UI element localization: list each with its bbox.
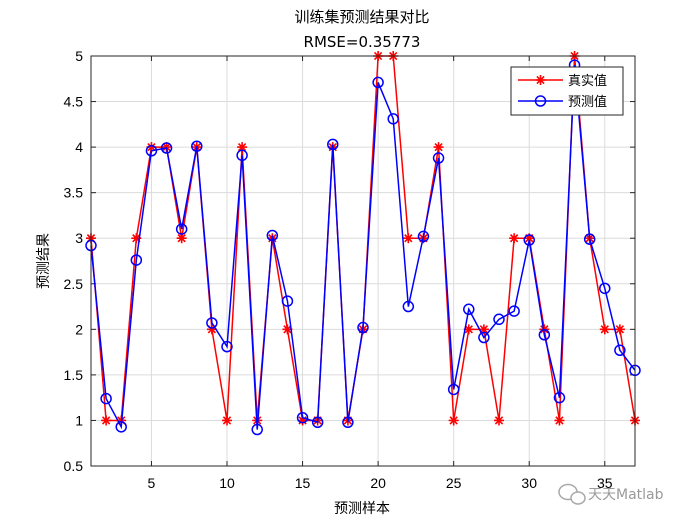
chart-title: 训练集预测结果对比 [294, 8, 429, 26]
asterisk-point [161, 142, 172, 153]
circle-point [206, 317, 218, 329]
asterisk-point [524, 233, 535, 244]
legend-marker [534, 95, 547, 107]
circle-point [281, 295, 294, 307]
x-tick-label: 35 [597, 475, 613, 491]
circle-point [100, 392, 112, 405]
asterisk-point [282, 324, 293, 335]
y-tick-label: 0.5 [64, 458, 84, 474]
y-tick-label: 2.5 [64, 276, 84, 292]
circle-point [614, 344, 626, 357]
legend-marker [535, 75, 546, 85]
circle-point [130, 254, 143, 266]
asterisk-point [448, 415, 459, 426]
wechat-icon [558, 483, 586, 505]
legend-box [510, 66, 624, 116]
asterisk-point [433, 142, 444, 153]
circle-point [175, 223, 188, 235]
asterisk-point [509, 233, 520, 244]
chart-subtitle: RMSE=0.35773 [304, 33, 421, 51]
asterisk-point [297, 415, 308, 426]
circle-point [553, 391, 566, 404]
y-tick-labels: 0.5 1 1.5 2 2.5 3 3.5 4 4.5 5 [64, 48, 84, 474]
asterisk-point [403, 233, 414, 244]
grid-lines [91, 55, 635, 467]
asterisk-point [237, 142, 248, 153]
asterisk-point [146, 142, 157, 153]
y-tick-label: 4 [75, 139, 83, 155]
asterisk-point [554, 415, 565, 426]
asterisk-point [176, 233, 187, 244]
circle-point [115, 421, 127, 433]
asterisk-point [222, 415, 232, 426]
legend-item: 真实值 [518, 73, 607, 89]
legend-label: 真实值 [568, 73, 607, 89]
y-tick-label: 1 [75, 412, 83, 428]
circle-point [160, 142, 173, 154]
circle-point [493, 313, 505, 326]
x-tick-label: 30 [521, 475, 537, 491]
circle-point [599, 282, 611, 295]
asterisk-point [206, 324, 217, 335]
asterisk-point [463, 324, 474, 335]
x-tick-label: 10 [219, 475, 235, 491]
y-tick-label: 3 [75, 230, 83, 246]
circle-point [387, 113, 399, 125]
circle-point [221, 340, 233, 353]
circle-point [372, 76, 384, 89]
y-tick-label: 5 [75, 48, 83, 64]
asterisk-point [101, 415, 112, 426]
x-tick-label: 5 [148, 475, 156, 491]
circle-point [191, 140, 203, 152]
series-line [90, 65, 636, 430]
circle-point [508, 305, 520, 317]
watermark-text: 天天Matlab [588, 487, 664, 503]
circle-point [342, 416, 354, 429]
circle-point [236, 149, 248, 162]
watermark: 天天Matlab [558, 483, 664, 505]
circle-point [583, 233, 596, 245]
circle-point [296, 411, 309, 424]
circle-point [417, 230, 430, 243]
asterisk-point [599, 324, 610, 335]
circle-point [538, 329, 551, 341]
x-tick-label: 25 [446, 475, 462, 491]
x-tick-label: 15 [295, 475, 311, 491]
circle-point [311, 416, 324, 429]
plot-area-frame [90, 55, 636, 467]
circle-point [357, 321, 369, 334]
y-tick-label: 1.5 [64, 367, 84, 383]
x-tick-labels: 5 10 15 20 25 30 35 [148, 475, 613, 491]
y-tick-label: 2 [75, 321, 83, 337]
circle-point [432, 152, 445, 164]
x-tick-label: 20 [370, 475, 386, 491]
y-axis-label: 预测结果 [36, 233, 52, 289]
y-tick-label: 3.5 [64, 185, 84, 201]
asterisk-point [131, 233, 142, 244]
circle-point [327, 138, 339, 151]
legend-label: 预测值 [568, 94, 607, 110]
asterisk-point [494, 415, 504, 426]
circle-point [463, 303, 475, 316]
y-tick-label: 4.5 [64, 94, 84, 110]
circle-point [447, 383, 460, 396]
circle-point [402, 300, 415, 313]
circle-point [266, 229, 279, 242]
circle-point [478, 331, 490, 344]
circle-point [145, 145, 158, 157]
asterisk-point [614, 324, 625, 335]
circle-point [251, 423, 263, 436]
asterisk-point [478, 324, 489, 335]
circle-point [523, 234, 535, 246]
series-2 [85, 59, 641, 436]
legend-item: 预测值 [518, 94, 607, 110]
x-axis-label: 预测样本 [334, 501, 390, 517]
